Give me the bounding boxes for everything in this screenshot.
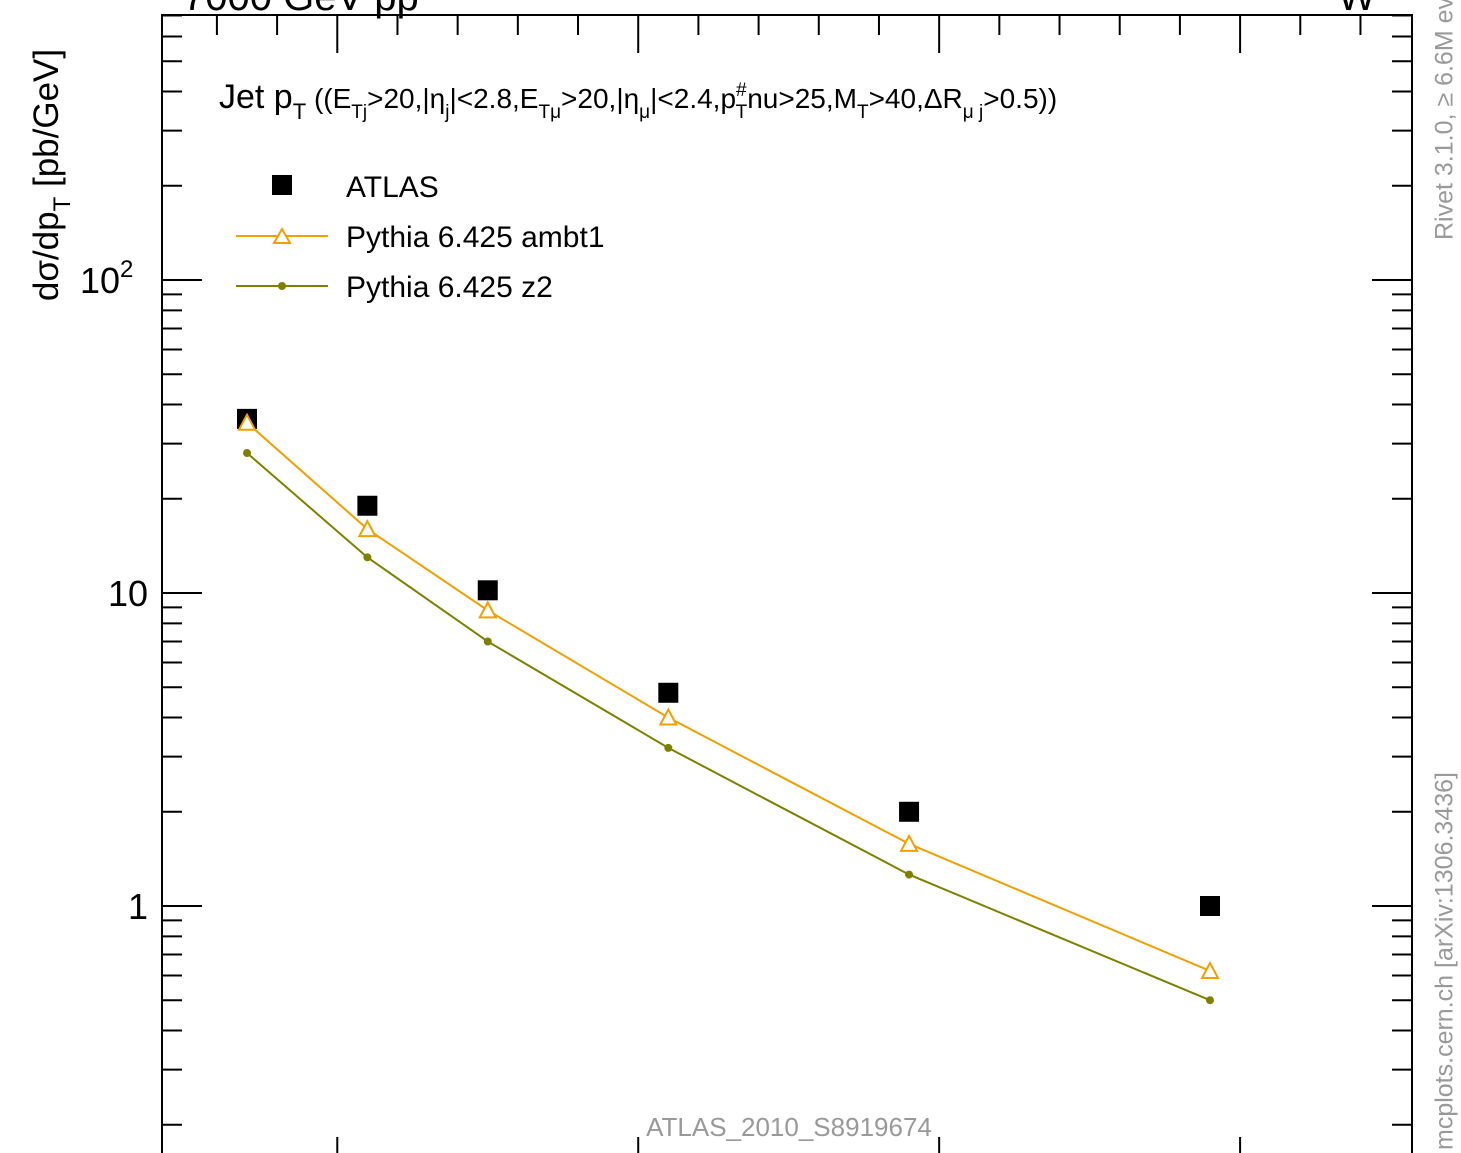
data-point bbox=[483, 637, 492, 646]
data-point bbox=[905, 870, 914, 879]
data-point bbox=[357, 495, 378, 516]
y-axis-ticks bbox=[162, 14, 1412, 1126]
data-point bbox=[899, 833, 919, 852]
y-tick-label: 102 bbox=[80, 256, 133, 301]
rivet-label: Rivet 3.1.0, ≥ 6.6M events bbox=[1431, 0, 1459, 240]
y-axis-label-unit: [pb/GeV] bbox=[27, 49, 66, 197]
series-lines bbox=[246, 421, 1211, 1002]
data-point bbox=[658, 682, 679, 703]
y-tick-label: 1 bbox=[128, 886, 148, 927]
y-axis-tick-labels: 1 10 102 bbox=[80, 256, 148, 927]
data-point bbox=[899, 801, 920, 822]
x-axis-ticks bbox=[215, 15, 1362, 1153]
chart-title: Jet pT ((ETj>20,|ηj|<2.8,ETμ>20,|ημ|<2.4… bbox=[219, 78, 1057, 124]
data-point bbox=[477, 580, 498, 601]
legend: ATLAS Pythia 6.425 ambt1 Pythia 6.425 z2 bbox=[236, 171, 605, 304]
mcplots-label: mcplots.cern.ch [arXiv:1306.3436] bbox=[1431, 772, 1459, 1150]
legend-label-atlas: ATLAS bbox=[346, 171, 439, 204]
data-point bbox=[363, 553, 372, 562]
legend-marker-z2 bbox=[278, 282, 286, 290]
y-tick-label: 10 bbox=[108, 573, 148, 614]
data-point bbox=[1200, 960, 1220, 979]
data-point bbox=[478, 600, 498, 619]
series-markers bbox=[237, 408, 1220, 1005]
data-point bbox=[1206, 996, 1214, 1005]
header-left-text: 7000 GeV pp bbox=[183, 0, 419, 19]
legend-marker-ambt1 bbox=[272, 226, 292, 244]
plot-frame bbox=[161, 14, 1413, 1153]
series-line-1 bbox=[246, 421, 1211, 972]
header-right-text: W bbox=[1338, 0, 1376, 19]
legend-label-z2: Pythia 6.425 z2 bbox=[346, 271, 553, 304]
legend-marker-atlas bbox=[272, 175, 292, 195]
data-point bbox=[237, 412, 257, 431]
y-axis-label-main: dσ/dp bbox=[27, 211, 66, 301]
data-point bbox=[664, 743, 673, 752]
data-point bbox=[243, 449, 251, 458]
series-line-2 bbox=[246, 452, 1211, 1002]
data-point bbox=[658, 707, 678, 726]
y-axis-label: dσ/dpT [pb/GeV] bbox=[27, 49, 76, 301]
data-point bbox=[357, 518, 378, 538]
legend-label-ambt1: Pythia 6.425 ambt1 bbox=[346, 221, 605, 254]
y-axis-label-sub: T bbox=[49, 196, 76, 211]
data-point bbox=[1200, 896, 1220, 916]
analysis-annotation: ATLAS_2010_S8919674 bbox=[646, 1112, 932, 1142]
